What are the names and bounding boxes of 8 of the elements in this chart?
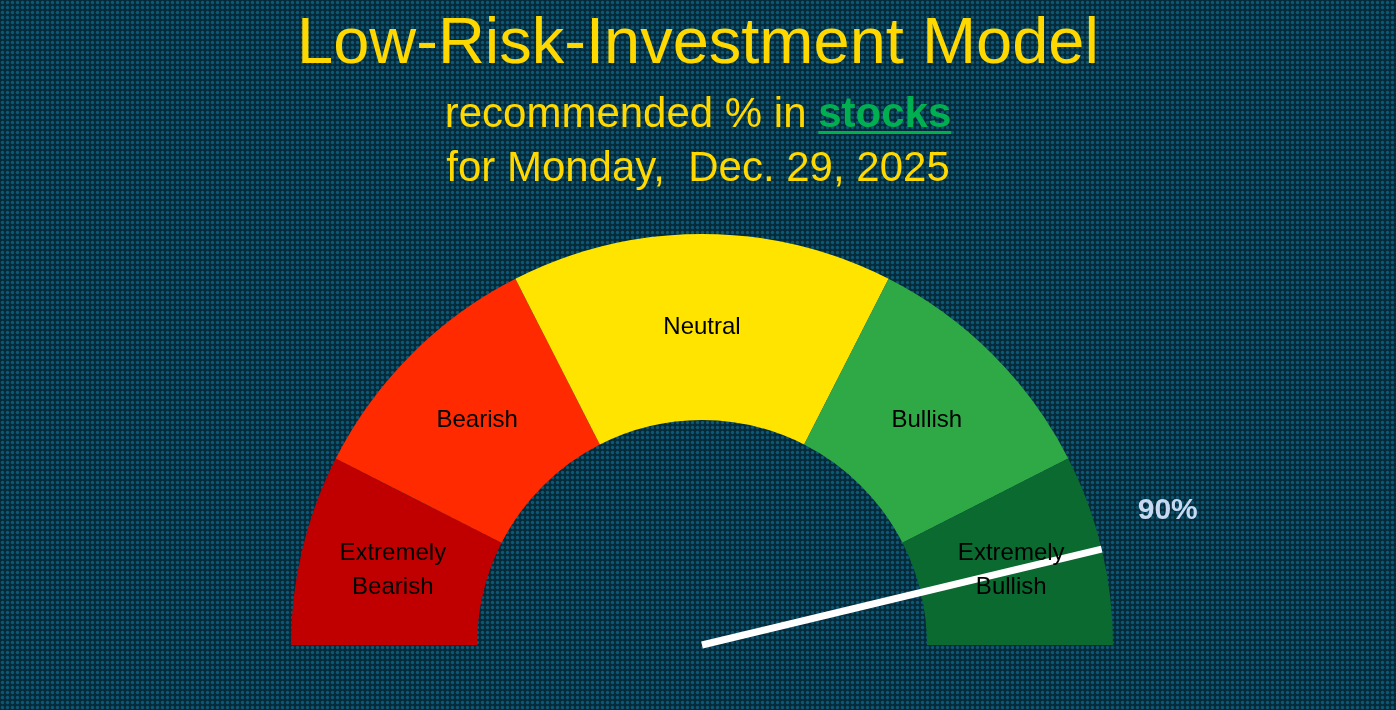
- slice-label: Extremely Bearish: [339, 538, 447, 600]
- chart-title: Low-Risk-Investment Model: [297, 4, 1099, 77]
- text: 90%: [1137, 492, 1198, 526]
- chart-subtitle: recommended % in stocks for Monday, Dec. 29, 2025: [444, 88, 952, 190]
- slice-label: Bullish: [891, 404, 963, 432]
- slice-label: Extremely Bullish: [957, 538, 1065, 600]
- slice-label: Neutral: [663, 311, 741, 339]
- slice-label: Bearish: [436, 404, 518, 432]
